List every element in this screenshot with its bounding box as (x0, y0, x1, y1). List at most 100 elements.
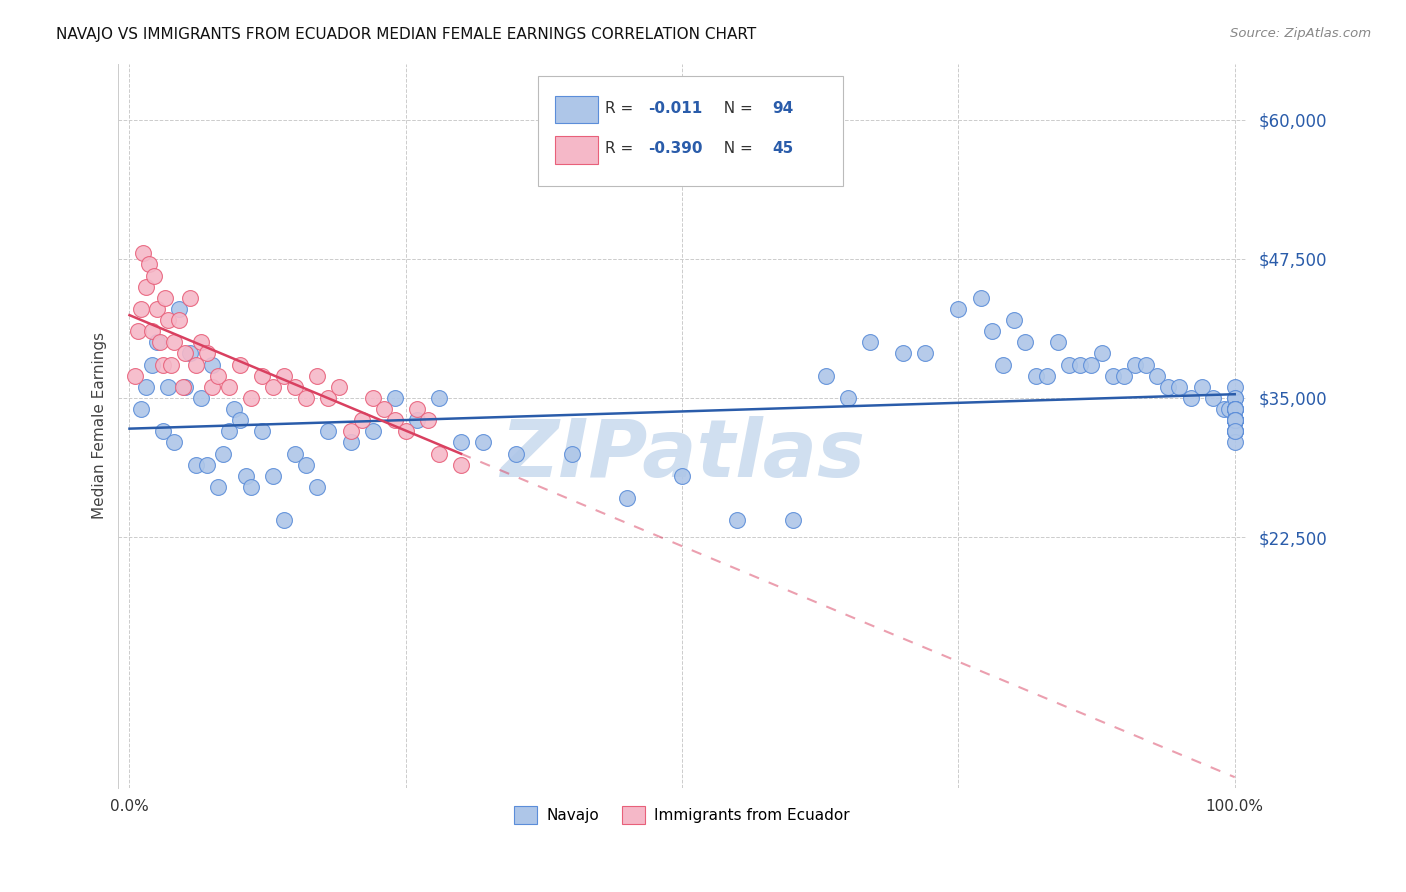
Point (1223, 425, 1246, 439)
Point (1157, 380, 1180, 394)
Point (218, 380, 240, 394)
Point (1223, 402, 1246, 417)
Point (980, 324, 1002, 338)
Point (135, 279, 157, 293)
Point (190, 335, 212, 350)
Point (1223, 402, 1246, 417)
Text: 94: 94 (772, 101, 793, 116)
Text: 45: 45 (772, 141, 793, 156)
Point (416, 413, 439, 427)
Point (1223, 391, 1246, 405)
Point (339, 435, 361, 450)
Text: Source: ZipAtlas.com: Source: ZipAtlas.com (1230, 27, 1371, 40)
Point (1223, 425, 1246, 439)
Point (146, 301, 169, 316)
Point (273, 513, 295, 527)
Point (1223, 413, 1246, 427)
Point (914, 346, 936, 360)
Point (1002, 313, 1025, 327)
Point (1223, 413, 1246, 427)
Point (153, 291, 176, 305)
Point (240, 391, 263, 405)
Point (395, 425, 418, 439)
Point (295, 458, 318, 472)
Point (224, 402, 246, 417)
Point (240, 480, 263, 494)
Point (1135, 358, 1157, 372)
Point (1057, 358, 1080, 372)
Point (472, 435, 495, 450)
Point (201, 358, 224, 372)
Point (142, 268, 165, 283)
Point (1223, 425, 1246, 439)
Point (160, 358, 183, 372)
Point (152, 358, 174, 372)
Point (405, 413, 427, 427)
Point (450, 458, 472, 472)
Point (195, 458, 218, 472)
Point (427, 391, 450, 405)
Point (173, 380, 195, 394)
Point (814, 368, 837, 383)
Point (284, 380, 307, 394)
Point (1212, 402, 1234, 417)
Point (262, 468, 284, 483)
Point (450, 435, 472, 450)
Point (1180, 391, 1202, 405)
Point (307, 368, 329, 383)
Point (172, 380, 194, 394)
Point (1223, 413, 1246, 427)
Point (157, 313, 180, 327)
Text: -0.390: -0.390 (648, 141, 703, 156)
Point (1091, 346, 1114, 360)
Point (141, 358, 163, 372)
Point (1223, 435, 1246, 450)
Point (157, 380, 180, 394)
Text: NAVAJO VS IMMIGRANTS FROM ECUADOR MEDIAN FEMALE EARNINGS CORRELATION CHART: NAVAJO VS IMMIGRANTS FROM ECUADOR MEDIAN… (56, 27, 756, 42)
Point (295, 391, 318, 405)
Point (991, 358, 1014, 372)
Point (218, 425, 240, 439)
Text: ZIPatlas: ZIPatlas (499, 416, 865, 493)
Point (427, 447, 450, 461)
Point (190, 391, 212, 405)
Point (859, 335, 882, 350)
Point (1223, 402, 1246, 417)
Point (561, 447, 583, 461)
Point (307, 480, 329, 494)
Point (163, 335, 186, 350)
Point (1223, 413, 1246, 427)
Point (1223, 413, 1246, 427)
Point (1191, 380, 1213, 394)
Point (361, 425, 384, 439)
Point (969, 291, 991, 305)
Point (1014, 335, 1036, 350)
Point (725, 513, 748, 527)
Text: -0.011: -0.011 (648, 101, 703, 116)
Point (195, 346, 218, 360)
Point (184, 458, 207, 472)
FancyBboxPatch shape (555, 96, 598, 123)
Point (1168, 380, 1191, 394)
Point (212, 447, 235, 461)
Text: R =: R = (606, 141, 638, 156)
Point (179, 291, 201, 305)
Point (318, 391, 340, 405)
Point (339, 425, 361, 439)
Legend: Navajo, Immigrants from Ecuador: Navajo, Immigrants from Ecuador (509, 799, 856, 830)
Point (318, 425, 340, 439)
Point (891, 346, 914, 360)
Point (1223, 413, 1246, 427)
Point (328, 380, 350, 394)
Point (146, 335, 169, 350)
Point (149, 335, 172, 350)
Point (505, 447, 527, 461)
Point (1223, 413, 1246, 427)
Point (127, 324, 149, 338)
Text: R =: R = (606, 101, 638, 116)
Point (207, 480, 229, 494)
Point (1223, 413, 1246, 427)
FancyBboxPatch shape (555, 136, 598, 164)
Point (1223, 402, 1246, 417)
FancyBboxPatch shape (538, 77, 844, 186)
